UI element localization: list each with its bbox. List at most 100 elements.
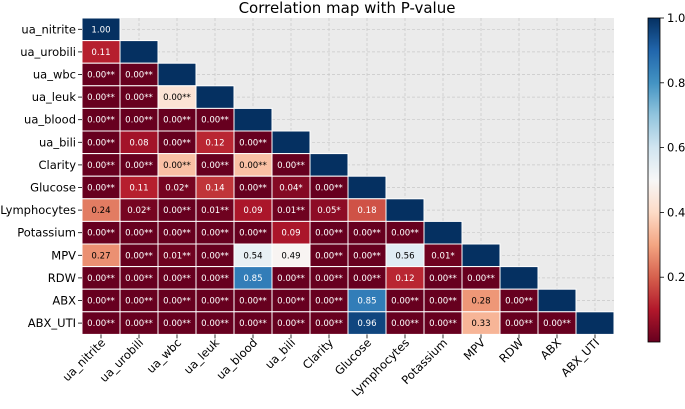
cell-value-label: 0.00**: [125, 161, 153, 171]
y-tick-label: Potassium: [17, 226, 76, 240]
cell-value-label: 0.85: [357, 297, 376, 307]
cell-value-label: 0.00**: [87, 274, 115, 284]
colorbar: 0.2 0.4 0.6 0.8 1.0: [647, 11, 685, 343]
cell-value-label: 0.00**: [277, 161, 305, 171]
heatmap-cell: [537, 288, 577, 313]
cell-value-label: 0.00**: [353, 251, 381, 261]
colorbar-gradient: [648, 18, 660, 342]
cell-value-label: 0.14: [205, 184, 224, 194]
colorbar-tick-label: 0.6: [667, 141, 685, 155]
cell-value-label: 0.00**: [239, 138, 267, 148]
cell-value-label: 0.00**: [163, 161, 191, 171]
y-tick-label: ABX_UTI: [28, 316, 76, 330]
cell-value-label: 0.00**: [543, 319, 571, 329]
cell-value-label: 0.00**: [201, 297, 229, 307]
cell-value-label: 0.00**: [429, 297, 457, 307]
cell-value-label: 0.00**: [163, 206, 191, 216]
y-tick-label: Clarity: [38, 158, 76, 172]
cell-value-label: 0.00**: [163, 93, 191, 103]
cell-value-label: 0.00**: [163, 138, 191, 148]
cell-value-label: 0.24: [91, 206, 110, 216]
y-tick-label: ua_leuk: [32, 90, 77, 104]
cell-value-label: 0.33: [471, 319, 490, 329]
cell-value-label: 0.00**: [429, 319, 457, 329]
x-tick-label: MPV: [461, 336, 488, 363]
colorbar-tick-label: 0.2: [667, 270, 685, 284]
cell-value-label: 0.00**: [125, 93, 153, 103]
cell-value-label: 0.00**: [87, 161, 115, 171]
cell-value-label: 0.00**: [125, 274, 153, 284]
cell-value-label: 0.00**: [201, 116, 229, 126]
cell-value-label: 0.00**: [163, 319, 191, 329]
cell-value-label: 0.11: [91, 48, 110, 58]
cell-value-label: 0.00**: [391, 297, 419, 307]
cell-value-label: 0.00**: [87, 229, 115, 239]
y-axis-tick-labels: ua_nitrite ua_urobili ua_wbc ua_leuk ua_bloo…: [0, 22, 82, 330]
colorbar-tick-label: 1.0: [667, 11, 685, 25]
x-tick-label: ABX_UTI: [558, 336, 602, 380]
x-tick-label: Clarity: [300, 335, 337, 372]
cell-value-label: 0.00**: [201, 319, 229, 329]
chart-title: Correlation map with P-value: [239, 0, 456, 17]
cell-value-label: 0.27: [91, 251, 110, 261]
heatmap-cell: [309, 153, 349, 177]
cell-value-label: 0.00**: [505, 319, 533, 329]
cell-value-label: 0.00**: [163, 116, 191, 126]
colorbar-ticks: 0.2 0.4 0.6 0.8 1.0: [660, 11, 685, 284]
cell-value-label: 0.00**: [87, 297, 115, 307]
cell-value-label: 0.02*: [127, 206, 151, 216]
cell-value-label: 0.00**: [239, 319, 267, 329]
cell-value-label: 0.00**: [277, 297, 305, 307]
cell-value-label: 0.12: [205, 138, 224, 148]
cell-value-label: 0.00**: [125, 319, 153, 329]
heatmap-cell: [575, 311, 615, 335]
cell-value-label: 0.00**: [429, 274, 457, 284]
x-axis-tick-labels: ua_nitriteua_urobiliua_wbcua_leukua_bloo…: [60, 334, 602, 399]
cell-value-label: 0.00**: [353, 274, 381, 284]
cell-value-label: 0.02*: [165, 184, 189, 194]
cell-value-label: 0.96: [357, 319, 376, 329]
cell-value-label: 0.08: [129, 138, 148, 148]
cell-value-label: 0.49: [281, 251, 300, 261]
x-tick-label: ABX: [538, 336, 565, 363]
cell-value-label: 0.01**: [163, 251, 191, 261]
cell-value-label: 0.85: [243, 274, 262, 284]
y-tick-label: ua_bili: [39, 135, 76, 149]
cell-value-label: 0.00**: [353, 229, 381, 239]
y-tick-label: MPV: [51, 248, 76, 262]
y-tick-label: ua_wbc: [33, 68, 76, 82]
y-tick-label: ua_nitrite: [21, 22, 76, 36]
cell-value-label: 0.00**: [87, 116, 115, 126]
cell-value-label: 0.00**: [125, 229, 153, 239]
cell-value-label: 0.00**: [315, 274, 343, 284]
heatmap-cell: [385, 198, 425, 222]
cell-value-label: 0.00**: [505, 297, 533, 307]
cell-value-label: 0.01**: [277, 206, 305, 216]
y-tick-label: RDW: [48, 271, 76, 285]
cell-value-label: 0.01*: [431, 251, 455, 261]
cell-value-label: 0.09: [243, 206, 262, 216]
cell-value-label: 0.12: [395, 274, 414, 284]
cell-value-label: 0.00**: [163, 274, 191, 284]
cell-value-label: 0.18: [357, 206, 376, 216]
colorbar-frame: [647, 17, 661, 343]
cell-value-label: 0.00**: [277, 274, 305, 284]
x-tick-label: ua_blood: [213, 336, 260, 383]
cell-value-label: 0.00**: [239, 229, 267, 239]
y-tick-label: ABX: [52, 294, 76, 308]
y-tick-label: Glucose: [30, 181, 76, 195]
cell-value-label: 0.00**: [87, 138, 115, 148]
y-tick-label: ua_urobili: [20, 45, 76, 59]
cell-value-label: 0.01**: [201, 206, 229, 216]
colorbar-tick-label: 0.8: [667, 76, 685, 90]
cell-value-label: 0.00**: [201, 229, 229, 239]
cell-value-label: 0.54: [243, 251, 262, 261]
cell-value-label: 0.00**: [163, 297, 191, 307]
cell-value-label: 0.00**: [87, 184, 115, 194]
heatmap-cell: [423, 220, 463, 245]
cell-value-label: 0.00**: [391, 229, 419, 239]
cell-value-label: 0.00**: [201, 251, 229, 261]
cell-value-label: 0.00**: [315, 184, 343, 194]
cell-value-label: 0.00**: [315, 297, 343, 307]
